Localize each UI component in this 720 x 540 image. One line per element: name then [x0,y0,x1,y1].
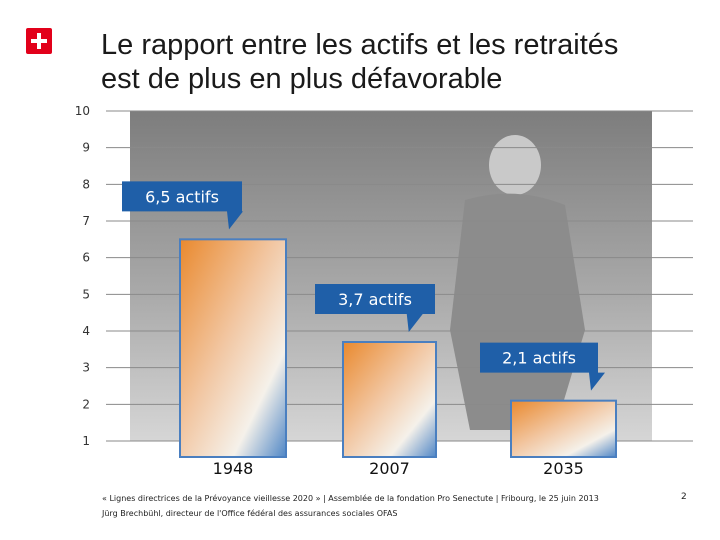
y-tick-label: 2 [82,397,90,411]
y-tick-label: 8 [82,177,90,191]
footer: « Lignes directrices de la Prévoyance vi… [102,491,662,521]
page-number: 2 [681,492,687,502]
y-tick-label: 7 [82,214,90,228]
person-silhouette-head [489,135,541,195]
x-category-label: 2007 [369,459,410,478]
data-label-callout [315,284,435,332]
bar [179,238,287,458]
data-label: 3,7 actifs [338,290,412,309]
y-tick-label: 5 [82,287,90,301]
data-label: 6,5 actifs [145,187,219,206]
swiss-cross-icon [26,28,52,54]
y-tick-label: 1 [82,434,90,448]
title-line-1: Le rapport entre les actifs et les retra… [101,29,619,61]
bar [342,341,437,458]
title-line-2: est de plus en plus défavorable [101,63,503,95]
data-label-callout [122,181,243,230]
footer-line-2: Jürg Brechbühl, directeur de l'Office fé… [102,509,398,518]
y-tick-label: 9 [82,141,90,155]
bar [510,399,617,458]
y-tick-label: 4 [82,324,90,338]
slide-title: Le rapport entre les actifs et les retra… [101,28,701,96]
y-tick-label: 3 [82,361,90,375]
data-label: 2,1 actifs [502,349,576,368]
y-tick-label: 6 [82,251,90,265]
x-category-label: 1948 [213,459,254,478]
data-label-callout [480,342,605,391]
footer-line-1: « Lignes directrices de la Prévoyance vi… [102,494,599,503]
person-silhouette-body [450,193,585,430]
y-tick-label: 10 [75,104,90,118]
x-category-label: 2035 [543,459,584,478]
